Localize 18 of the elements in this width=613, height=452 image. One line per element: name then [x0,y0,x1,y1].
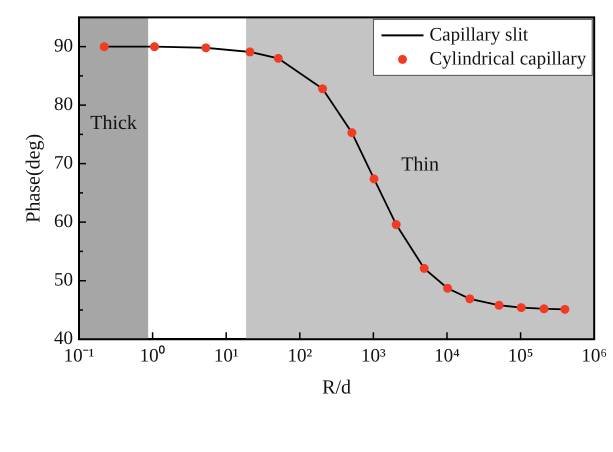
x-tick-label: 10⁰ [140,344,166,367]
y-tick-label: 80 [54,94,73,116]
x-tick-label: 10² [287,346,312,367]
x-tick-label: 10⁴ [434,346,460,367]
x-tick-label: 10⁶ [581,346,607,367]
y-tick-label: 60 [54,211,73,232]
y-tick-label: 70 [54,152,73,174]
band-label: Thick [90,112,137,134]
x-axis-title: R/d [322,376,352,398]
y-tick-label: 50 [54,270,73,291]
band-label: Thin [401,154,439,176]
legend-label: Cylindrical capillary [429,48,587,70]
x-tick-label: 10¹ [214,346,239,367]
x-tick-label: 10³ [361,346,386,367]
y-tick-label: 90 [54,36,73,57]
y-axis-title: Phase(deg) [22,134,44,223]
legend-label: Capillary slit [429,24,529,46]
x-tick-label: 10⁵ [508,346,534,367]
